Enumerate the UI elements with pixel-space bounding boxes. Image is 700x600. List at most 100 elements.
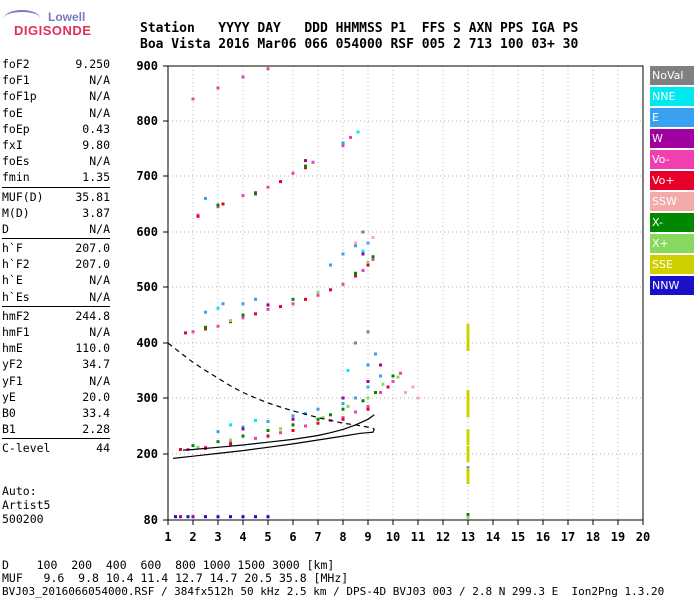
param-value: N/A — [89, 373, 110, 388]
param-value: N/A — [89, 89, 110, 104]
param-name: foF1p — [2, 89, 37, 104]
data-point — [391, 380, 395, 383]
data-point — [304, 159, 307, 163]
data-point — [304, 424, 307, 428]
param-name: yF1 — [2, 373, 23, 388]
param-name: yE — [2, 389, 16, 404]
data-point — [311, 160, 315, 164]
data-point — [379, 391, 382, 394]
data-point — [291, 171, 295, 175]
x-tick-label: 16 — [536, 530, 550, 544]
param-value: N/A — [89, 154, 110, 169]
param-value: 44 — [96, 441, 110, 456]
param-row: MUF(D) 35.81 — [2, 189, 110, 205]
param-value: 2.28 — [82, 422, 110, 437]
y-tick-label: 80 — [144, 513, 158, 527]
data-point — [241, 434, 245, 438]
param-separator — [2, 238, 110, 240]
data-point — [354, 410, 357, 414]
data-point — [466, 466, 470, 470]
param-name: B0 — [2, 405, 16, 420]
data-point — [241, 425, 245, 429]
data-point — [266, 185, 270, 189]
param-value: 9.250 — [75, 57, 110, 71]
data-point — [366, 396, 370, 400]
param-value: 0.43 — [82, 121, 110, 136]
param-value: 207.0 — [75, 241, 110, 256]
legend: NoVal NNE E W Vo- Vo+ SSW X- X+ SSE NNW — [650, 66, 694, 297]
data-point — [354, 274, 357, 278]
data-point — [216, 430, 220, 434]
param-name: foF1 — [2, 73, 30, 88]
data-point — [366, 380, 370, 383]
data-point — [266, 303, 270, 307]
x-tick-label: 3 — [214, 530, 221, 544]
x-tick-label: 8 — [339, 530, 346, 544]
data-point — [366, 363, 370, 367]
param-name: hmF2 — [2, 308, 30, 323]
data-point — [216, 86, 220, 90]
param-row: h`Es N/A — [2, 289, 110, 305]
y-tick-label: 800 — [136, 114, 158, 128]
data-point — [241, 313, 245, 317]
param-row: M(D) 3.87 — [2, 205, 110, 221]
data-point — [216, 203, 220, 207]
data-point — [216, 324, 220, 328]
data-point — [279, 180, 282, 184]
param-name: h`F — [2, 241, 23, 256]
data-point — [386, 385, 390, 389]
data-point — [316, 291, 320, 295]
param-row: hmF2 244.8 — [2, 308, 110, 324]
data-point — [179, 515, 182, 519]
legend-entry: NNW — [650, 276, 694, 295]
data-point — [341, 416, 345, 420]
data-point — [266, 307, 270, 311]
data-point — [366, 241, 370, 245]
data-point — [229, 423, 232, 427]
param-row: foF2 9.250 — [2, 56, 110, 72]
param-row: foF1p N/A — [2, 88, 110, 104]
data-point — [241, 75, 245, 79]
x-tick-label: 7 — [314, 530, 321, 544]
data-point — [366, 330, 370, 334]
x-tick-label: 17 — [561, 530, 575, 544]
data-point — [366, 260, 370, 264]
profile-curve — [172, 428, 375, 459]
legend-entry: Vo+ — [650, 171, 694, 190]
data-point — [279, 427, 282, 431]
data-point — [329, 288, 332, 292]
param-name: C-level — [2, 441, 51, 456]
header-values: Boa Vista 2016 Mar06 066 054000 RSF 005 … — [140, 37, 579, 52]
param-value: N/A — [89, 273, 110, 288]
data-point — [404, 391, 407, 394]
data-point — [379, 374, 382, 378]
data-point — [266, 420, 270, 424]
x-tick-label: 13 — [461, 530, 475, 544]
param-name: fmin — [2, 170, 30, 185]
data-point — [291, 297, 295, 301]
data-point — [361, 230, 365, 234]
data-point — [341, 252, 345, 256]
param-value: 110.0 — [75, 341, 110, 356]
param-name: foEp — [2, 121, 30, 136]
y-tick-label: 200 — [136, 447, 158, 461]
data-point — [204, 327, 207, 331]
param-value: 9.80 — [82, 137, 110, 152]
data-point — [241, 515, 245, 519]
data-point — [266, 434, 270, 438]
header-labels: Station YYYY DAY DDD HHMMSS P1 FFS S AXN… — [140, 21, 579, 36]
logo-line2: DIGISONDE — [14, 23, 92, 38]
data-point — [361, 399, 365, 403]
param-name: MUF(D) — [2, 189, 44, 204]
param-value: 35.81 — [75, 189, 110, 204]
data-point — [361, 252, 365, 256]
data-point — [466, 335, 470, 351]
x-tick-label: 2 — [189, 530, 196, 544]
param-value: N/A — [89, 73, 110, 88]
param-row: fxI 9.80 — [2, 137, 110, 153]
data-point — [291, 302, 295, 306]
param-name: foE — [2, 105, 23, 120]
muf-row: MUF 9.6 9.8 10.4 11.4 12.7 14.7 20.5 35.… — [2, 571, 349, 585]
param-row: h`E N/A — [2, 272, 110, 288]
param-name: yF2 — [2, 357, 23, 372]
